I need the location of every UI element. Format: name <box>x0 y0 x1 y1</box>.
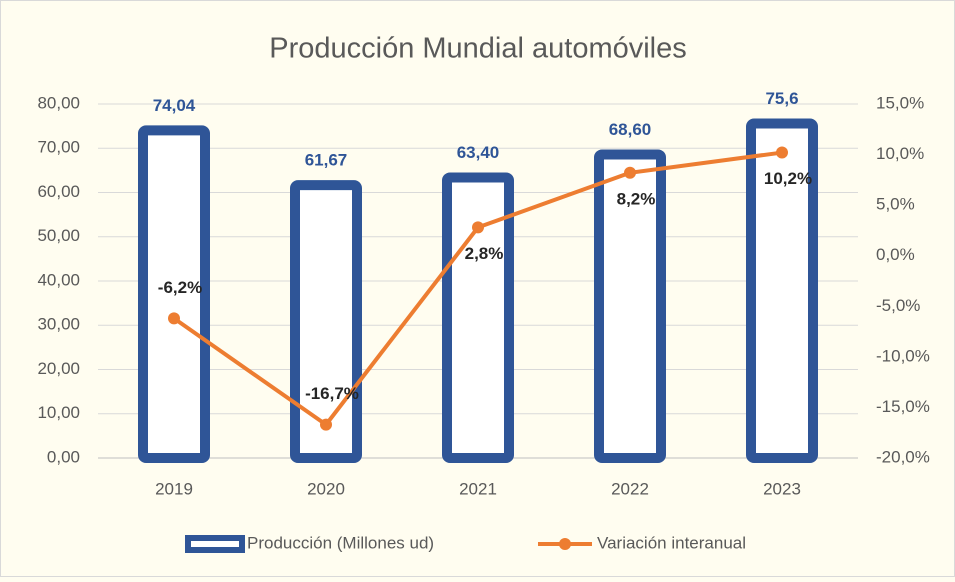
y-tick-label: 70,00 <box>37 138 80 157</box>
bar <box>138 125 210 464</box>
x-tick-label: 2022 <box>611 479 649 498</box>
y2-tick-label: 0,0% <box>876 245 915 264</box>
y-tick-label: 50,00 <box>37 226 80 245</box>
line-point <box>776 146 788 159</box>
line-value-label: -6,2% <box>158 278 202 297</box>
bar <box>746 118 818 463</box>
x-tick-label: 2021 <box>459 479 497 498</box>
line-point <box>472 221 484 234</box>
y2-tick-label: 5,0% <box>876 195 915 214</box>
y2-tick-label: -20,0% <box>876 447 930 466</box>
bar-value-label: 61,67 <box>305 151 348 170</box>
y-tick-label: 30,00 <box>37 315 80 334</box>
legend-swatch <box>185 535 245 553</box>
legend-label: Producción (Millones ud) <box>247 533 434 552</box>
y-tick-label: 40,00 <box>37 270 80 289</box>
x-tick-label: 2023 <box>763 479 801 498</box>
line-point <box>168 312 180 325</box>
chart-title: Producción Mundial automóviles <box>269 33 687 65</box>
bar-value-label: 75,6 <box>765 89 798 108</box>
legend-label: Variación interanual <box>597 533 746 552</box>
y-tick-label: 0,00 <box>47 447 80 466</box>
y-tick-label: 80,00 <box>37 93 80 112</box>
bar-value-label: 74,04 <box>153 96 196 115</box>
legend-swatch <box>559 538 571 550</box>
y2-tick-label: -5,0% <box>876 296 920 315</box>
line-value-label: 8,2% <box>617 189 656 208</box>
line-point <box>320 418 332 431</box>
line-value-label: -16,7% <box>305 384 359 403</box>
y-tick-label: 60,00 <box>37 182 80 201</box>
y-tick-label: 20,00 <box>37 359 80 378</box>
bar <box>594 149 666 463</box>
y2-tick-label: 10,0% <box>876 144 924 163</box>
bar-value-label: 63,40 <box>457 143 500 162</box>
y-tick-label: 10,00 <box>37 403 80 422</box>
y2-tick-label: 15,0% <box>876 93 924 112</box>
line-value-label: 10,2% <box>764 169 812 188</box>
y2-tick-label: -10,0% <box>876 346 930 365</box>
x-tick-label: 2020 <box>307 479 345 498</box>
bar <box>290 180 362 463</box>
line-value-label: 2,8% <box>465 244 504 263</box>
bar-value-label: 68,60 <box>609 120 652 139</box>
y2-tick-label: -15,0% <box>876 397 930 416</box>
line-point <box>624 166 636 179</box>
x-tick-label: 2019 <box>155 479 193 498</box>
